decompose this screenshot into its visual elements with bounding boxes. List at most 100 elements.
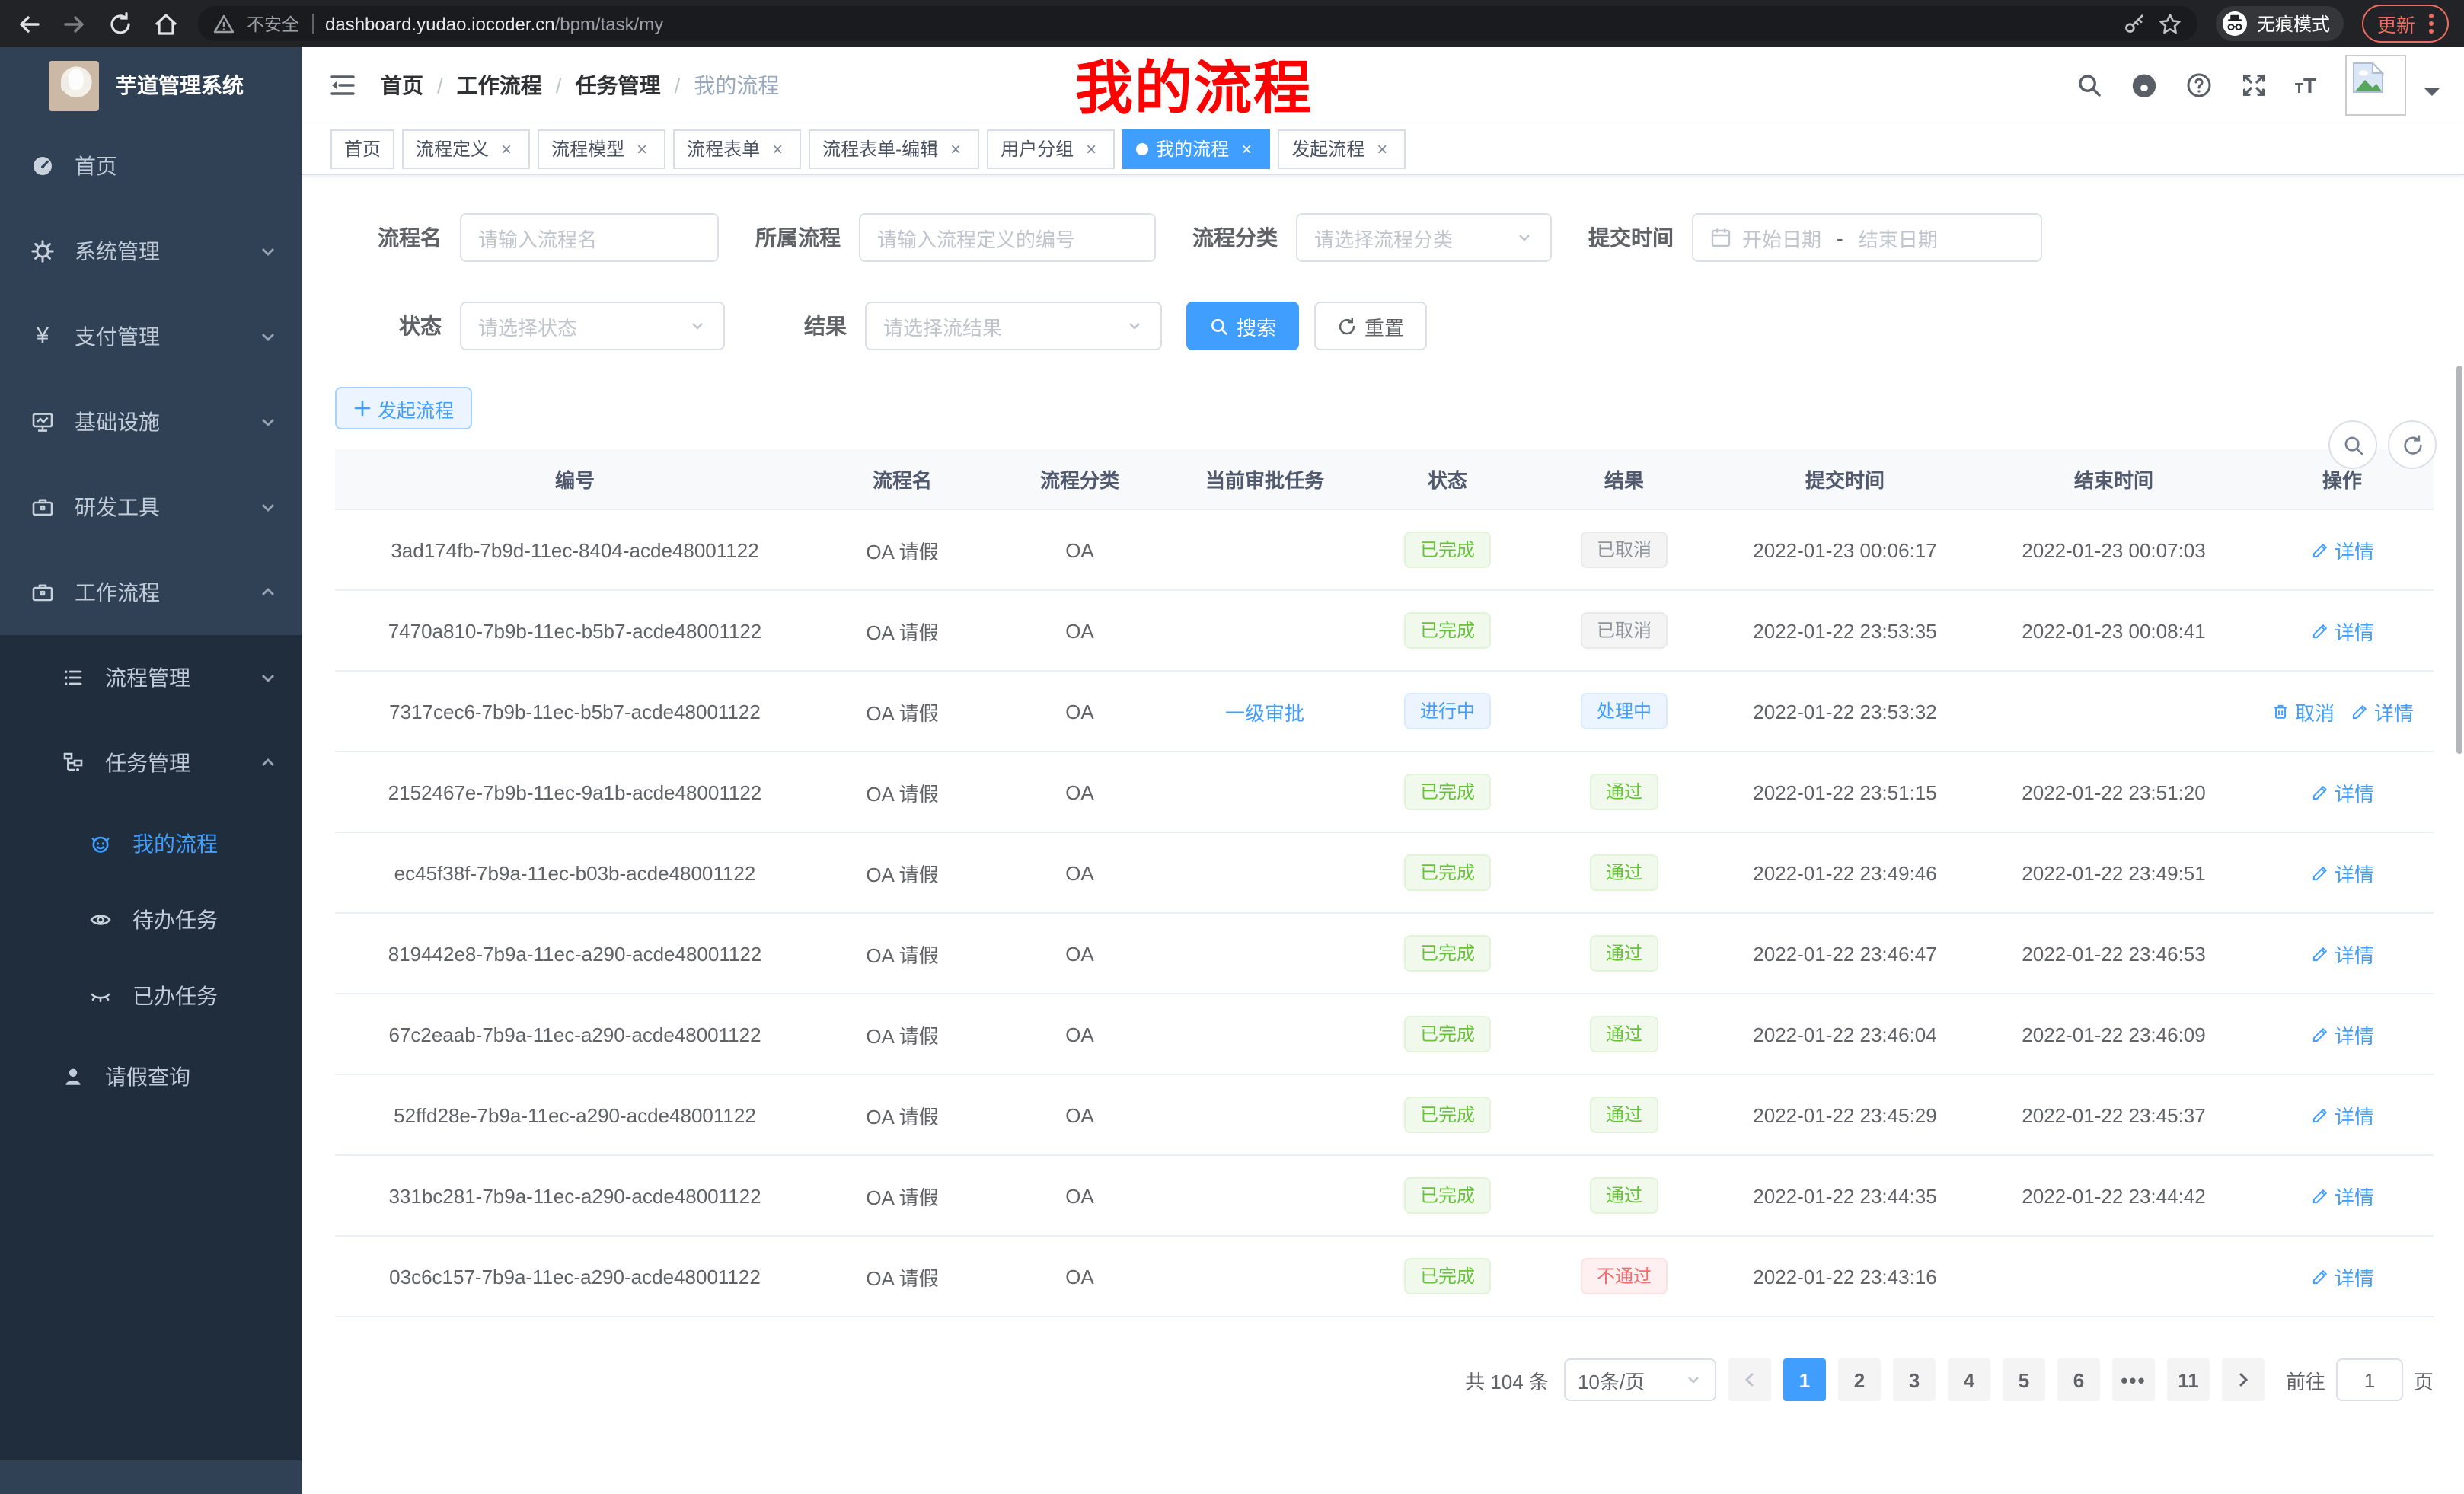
help-icon[interactable] xyxy=(2185,72,2213,99)
tab-user-group[interactable]: 用户分组 × xyxy=(987,129,1116,168)
eye-icon xyxy=(88,908,113,932)
close-icon[interactable]: × xyxy=(772,138,784,159)
sidebar-item-my-process[interactable]: 我的流程 xyxy=(0,806,302,882)
process-definition-input[interactable]: 请输入流程定义的编号 xyxy=(859,213,1156,262)
scrollbar-thumb[interactable] xyxy=(2456,366,2462,754)
close-icon[interactable]: × xyxy=(1086,138,1097,159)
sidebar-item-todo-tasks[interactable]: 待办任务 xyxy=(0,882,302,958)
sidebar-item-system[interactable]: 系统管理 xyxy=(0,209,302,294)
task-link[interactable]: 一级审批 xyxy=(1224,701,1304,724)
tab-process-model[interactable]: 流程模型 × xyxy=(538,129,666,168)
cell-submit-time: 2022-01-22 23:43:16 xyxy=(1713,1236,1977,1317)
edit-icon xyxy=(2312,542,2328,557)
cell-actions: 详情 xyxy=(2251,1074,2434,1156)
detail-action[interactable]: 详情 xyxy=(2310,858,2374,887)
tab-process-form-edit[interactable]: 流程表单-编辑 × xyxy=(809,129,980,168)
close-icon[interactable]: × xyxy=(950,138,962,159)
cell-end-time xyxy=(1977,671,2251,752)
search-button[interactable]: 搜索 xyxy=(1186,302,1300,350)
page-size-select[interactable]: 10条/页 xyxy=(1563,1358,1716,1401)
reset-button[interactable]: 重置 xyxy=(1314,302,1428,350)
close-icon[interactable]: × xyxy=(1241,138,1253,159)
bookmark-star-icon[interactable] xyxy=(2158,11,2182,36)
breadcrumb-item-home[interactable]: 首页 xyxy=(381,73,423,97)
detail-action[interactable]: 详情 xyxy=(2310,1262,2374,1291)
refresh-button[interactable] xyxy=(2388,420,2437,469)
avatar-caret-icon[interactable] xyxy=(2424,88,2440,104)
table-row: 3ad174fb-7b9d-11ec-8404-acde48001122 OA … xyxy=(335,509,2434,591)
page-button-2[interactable]: 2 xyxy=(1837,1358,1881,1401)
page-button-3[interactable]: 3 xyxy=(1892,1358,1936,1401)
page-button-6[interactable]: 6 xyxy=(2057,1358,2100,1401)
detail-action[interactable]: 详情 xyxy=(2310,1020,2374,1049)
browser-reload-icon[interactable] xyxy=(107,10,134,37)
jump-page-input[interactable] xyxy=(2335,1358,2403,1401)
tab-start-process[interactable]: 发起流程 × xyxy=(1278,129,1406,168)
filter-submit-time-label: 提交时间 xyxy=(1588,225,1674,250)
col-header-task: 当前审批任务 xyxy=(1170,449,1360,510)
tab-process-definition[interactable]: 流程定义 × xyxy=(402,129,531,168)
page-button-4[interactable]: 4 xyxy=(1947,1358,1990,1401)
page-button-11[interactable]: 11 xyxy=(2166,1358,2210,1401)
browser-back-icon[interactable] xyxy=(15,10,43,37)
cell-result: 已取消 xyxy=(1535,590,1713,672)
breadcrumb-item-task-mgmt[interactable]: 任务管理 xyxy=(575,73,661,97)
address-bar[interactable]: 不安全 dashboard.yudao.iocoder.cn/bpm/task/… xyxy=(198,6,2197,41)
breadcrumb-separator: / xyxy=(674,73,681,97)
sidebar-item-task-mgmt[interactable]: 任务管理 xyxy=(0,720,302,806)
close-icon[interactable]: × xyxy=(637,138,648,159)
breadcrumb-item-workflow[interactable]: 工作流程 xyxy=(456,73,542,97)
tab-home[interactable]: 首页 xyxy=(330,129,395,168)
detail-action[interactable]: 详情 xyxy=(2310,616,2374,645)
detail-action[interactable]: 详情 xyxy=(2350,697,2414,726)
sidebar-item-done-tasks[interactable]: 已办任务 xyxy=(0,958,302,1034)
sidebar-item-home[interactable]: 首页 xyxy=(0,123,302,209)
close-icon[interactable]: × xyxy=(1377,138,1388,159)
sidebar-item-workflow[interactable]: 工作流程 xyxy=(0,550,302,635)
sidebar-item-leave-query[interactable]: 请假查询 xyxy=(0,1034,302,1119)
search-icon[interactable] xyxy=(2076,72,2103,99)
browser-home-icon[interactable] xyxy=(152,10,180,37)
avatar[interactable] xyxy=(2345,55,2406,116)
cell-id: 2152467e-7b9b-11ec-9a1b-acde48001122 xyxy=(335,752,815,833)
tab-process-form[interactable]: 流程表单 × xyxy=(673,129,802,168)
incognito-badge: 无痕模式 xyxy=(2215,6,2344,41)
cell-submit-time: 2022-01-22 23:49:46 xyxy=(1713,832,1977,914)
key-icon[interactable] xyxy=(2123,12,2146,35)
process-name-input[interactable]: 请输入流程名 xyxy=(460,213,719,262)
fullscreen-icon[interactable] xyxy=(2240,72,2268,99)
pager-ellipsis[interactable]: ••• xyxy=(2111,1358,2155,1401)
sidebar-item-payment[interactable]: ¥ 支付管理 xyxy=(0,294,302,379)
status-select[interactable]: 请选择状态 xyxy=(460,302,725,350)
date-range-picker[interactable]: 开始日期 - 结束日期 xyxy=(1692,213,2042,262)
sidebar-toggle-icon[interactable] xyxy=(329,73,356,97)
browser-forward-icon[interactable] xyxy=(61,10,88,37)
sidebar-item-infra[interactable]: 基础设施 xyxy=(0,379,302,464)
detail-action[interactable]: 详情 xyxy=(2310,1100,2374,1129)
tab-my-process[interactable]: 我的流程 × xyxy=(1122,129,1271,168)
close-icon[interactable]: × xyxy=(501,138,512,159)
page-button-5[interactable]: 5 xyxy=(2002,1358,2045,1401)
github-icon[interactable] xyxy=(2130,72,2158,99)
prev-page-button[interactable] xyxy=(1728,1358,1771,1401)
sidebar-item-process-mgmt[interactable]: 流程管理 xyxy=(0,635,302,720)
detail-action[interactable]: 详情 xyxy=(2310,1181,2374,1210)
page-button-1[interactable]: 1 xyxy=(1783,1358,1826,1401)
start-process-button[interactable]: 发起流程 xyxy=(335,387,473,429)
app-logo[interactable]: 芋道管理系统 xyxy=(0,47,302,123)
cell-current-task xyxy=(1170,913,1360,994)
detail-action[interactable]: 详情 xyxy=(2310,535,2374,564)
browser-update-button[interactable]: 更新 xyxy=(2361,5,2449,43)
sidebar-item-devtools[interactable]: 研发工具 xyxy=(0,464,302,550)
browser-menu-icon[interactable] xyxy=(2429,14,2434,34)
detail-action[interactable]: 详情 xyxy=(2310,939,2374,968)
font-size-icon[interactable]: TT xyxy=(2294,73,2316,97)
next-page-button[interactable] xyxy=(2221,1358,2265,1401)
search-toggle-button[interactable] xyxy=(2328,420,2377,469)
navbar: 首页 / 工作流程 / 任务管理 / 我的流程 TT xyxy=(302,47,2464,123)
cell-result: 不通过 xyxy=(1535,1236,1713,1317)
category-select[interactable]: 请选择流程分类 xyxy=(1296,213,1552,262)
detail-action[interactable]: 详情 xyxy=(2310,777,2374,806)
cancel-action[interactable]: 取消 xyxy=(2271,697,2335,726)
result-select[interactable]: 请选择流结果 xyxy=(865,302,1162,350)
